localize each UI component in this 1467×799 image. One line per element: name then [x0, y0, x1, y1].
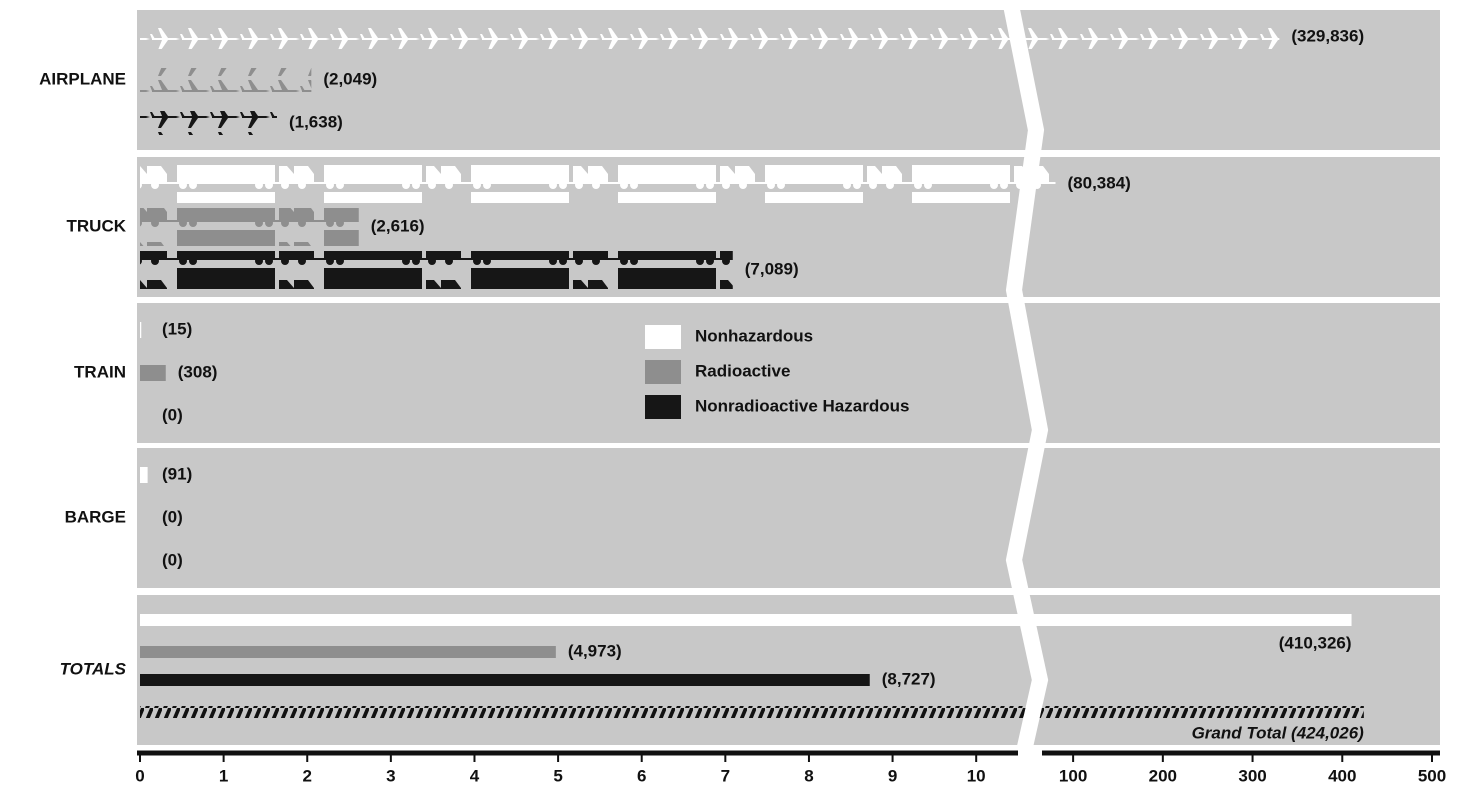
- x-tick-label: 5: [553, 766, 562, 785]
- band: [137, 448, 1440, 588]
- x-tick-label: 0: [135, 766, 144, 785]
- chart: AIRPLANE TRUCK TRAIN BARGE TOTALS (329,836) (8…: [0, 0, 1467, 794]
- bar: [140, 165, 1056, 203]
- value-label: (80,384): [1068, 173, 1131, 192]
- bar: [140, 322, 141, 338]
- x-tick-label: 7: [721, 766, 730, 785]
- bar: [140, 614, 1352, 626]
- value-label: (308): [178, 362, 218, 381]
- value-label: (0): [162, 507, 183, 526]
- bar: [140, 365, 166, 381]
- value-label: (15): [162, 319, 192, 338]
- grand-total-bar: [140, 706, 1364, 718]
- x-tick-label: 2: [303, 766, 312, 785]
- x-tick-label: 300: [1238, 766, 1266, 785]
- value-label: (0): [162, 405, 183, 424]
- bar: [140, 111, 277, 135]
- legend-label: Nonhazardous: [695, 326, 813, 345]
- legend-swatch: [645, 325, 681, 349]
- value-label: (410,326): [1279, 633, 1352, 652]
- value-label: (0): [162, 550, 183, 569]
- bar: [140, 646, 556, 658]
- x-tick-label: 500: [1418, 766, 1446, 785]
- x-tick-label: 200: [1149, 766, 1177, 785]
- legend-label: Nonradioactive Hazardous: [695, 396, 909, 415]
- value-label: (4,973): [568, 641, 622, 660]
- x-tick-label: 4: [470, 766, 480, 785]
- bar: [140, 208, 359, 246]
- value-label: (91): [162, 464, 192, 483]
- value-label: (8,727): [882, 669, 936, 688]
- value-label: (7,089): [745, 259, 799, 278]
- x-tick-label: 3: [386, 766, 395, 785]
- grand-total-label: Grand Total (424,026): [1192, 723, 1365, 742]
- x-tick-label: 8: [804, 766, 813, 785]
- category-label: TRAIN: [74, 362, 126, 381]
- category-label: AIRPLANE: [39, 69, 126, 88]
- value-label: (1,638): [289, 112, 343, 131]
- category-label: TOTALS: [60, 659, 127, 678]
- value-label: (329,836): [1291, 26, 1364, 45]
- value-label: (2,616): [371, 216, 425, 235]
- x-tick-label: 6: [637, 766, 646, 785]
- bar: [140, 25, 1279, 49]
- bar: [140, 674, 870, 686]
- x-tick-label: 400: [1328, 766, 1356, 785]
- value-label: (2,049): [323, 69, 377, 88]
- x-tick-label: 1: [219, 766, 228, 785]
- legend-swatch: [645, 395, 681, 419]
- bar: [140, 467, 148, 483]
- bar: [140, 68, 311, 92]
- bar: [140, 251, 733, 289]
- x-tick-label: 10: [967, 766, 986, 785]
- x-tick-label: 100: [1059, 766, 1087, 785]
- category-label: BARGE: [65, 507, 126, 526]
- legend-swatch: [645, 360, 681, 384]
- x-tick-label: 9: [888, 766, 897, 785]
- category-label: TRUCK: [67, 216, 127, 235]
- legend-label: Radioactive: [695, 361, 790, 380]
